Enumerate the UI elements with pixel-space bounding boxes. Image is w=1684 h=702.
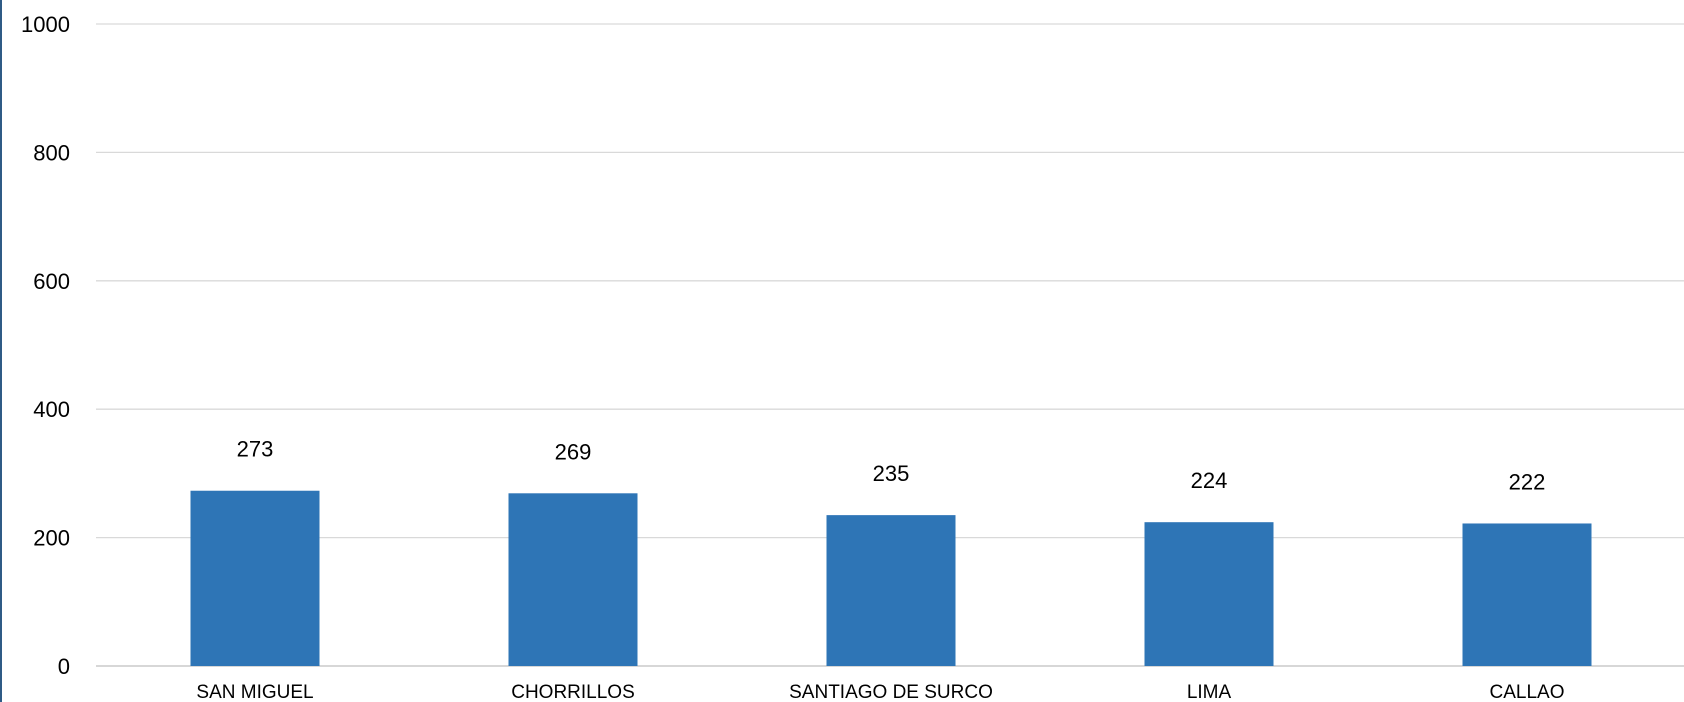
y-tick-label: 600 [33, 269, 70, 294]
bar [826, 515, 956, 666]
data-label: 269 [555, 439, 592, 464]
bar [508, 493, 638, 666]
x-tick-label: CHORRILLOS [511, 682, 635, 702]
gridlines [96, 23, 1684, 667]
bar [190, 490, 320, 666]
y-tick-label: 1000 [21, 12, 70, 37]
bar [1462, 523, 1592, 666]
data-labels: 273 269 235 224 222 [237, 437, 1546, 495]
data-label: 222 [1509, 469, 1546, 494]
y-tick-label: 800 [33, 140, 70, 165]
y-tick-label: 200 [33, 526, 70, 551]
y-axis-ticks: 0 200 400 600 800 1000 [21, 12, 70, 679]
y-tick-label: 0 [58, 654, 70, 679]
bars [190, 490, 1592, 666]
x-tick-label: SAN MIGUEL [196, 682, 313, 702]
x-tick-label: LIMA [1187, 682, 1232, 702]
x-tick-label: SANTIAGO DE SURCO [789, 682, 993, 702]
bar [1144, 522, 1274, 666]
y-tick-label: 400 [33, 397, 70, 422]
data-label: 235 [873, 461, 910, 486]
data-label: 224 [1191, 468, 1228, 493]
x-axis-categories: SAN MIGUEL CHORRILLOS SANTIAGO DE SURCO LIM… [196, 682, 1564, 702]
x-tick-label: CALLAO [1490, 682, 1565, 702]
data-label: 273 [237, 437, 274, 462]
